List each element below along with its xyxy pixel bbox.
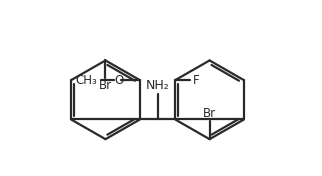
- Text: F: F: [193, 74, 200, 87]
- Text: CH₃: CH₃: [75, 74, 97, 87]
- Text: Br: Br: [203, 108, 216, 121]
- Text: O: O: [114, 74, 124, 87]
- Text: NH₂: NH₂: [146, 79, 169, 92]
- Text: Br: Br: [99, 79, 112, 92]
